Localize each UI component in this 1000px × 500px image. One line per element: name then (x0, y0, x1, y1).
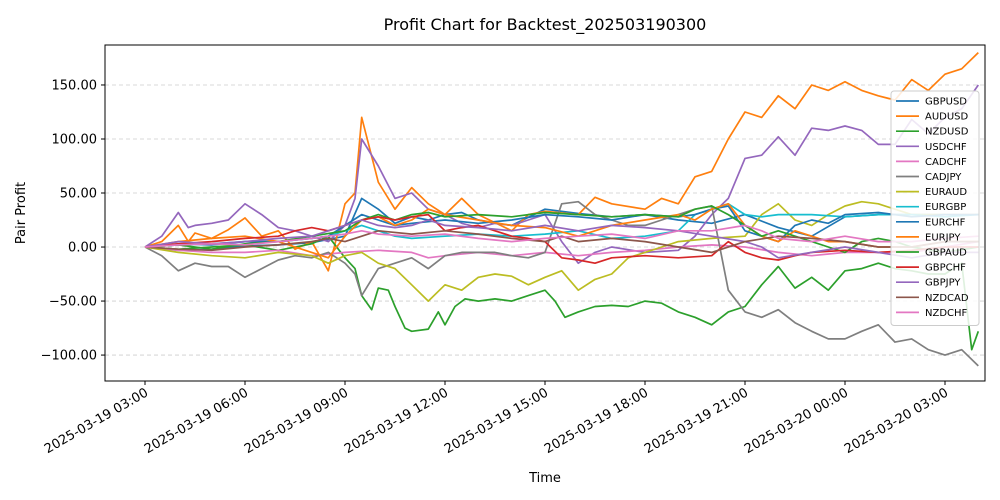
legend-label: EURGBP (925, 202, 966, 213)
legend-label: CADCHF (925, 157, 967, 168)
y-tick-label: 100.00 (52, 132, 98, 147)
legend-label: NZDUSD (925, 127, 969, 138)
y-tick-label: −100.00 (41, 349, 97, 364)
y-tick-label: −50.00 (49, 295, 97, 310)
legend-label: GBPJPY (925, 278, 961, 289)
x-tick-label: 2025-03-19 06:00 (142, 385, 251, 457)
legend-label: EURCHF (925, 217, 966, 228)
y-tick-label: 150.00 (52, 78, 98, 93)
legend-label: EURAUD (925, 187, 967, 198)
y-tick-label: 50.00 (60, 187, 97, 202)
series-lines (144, 51, 980, 367)
x-tick-label: 2025-03-19 12:00 (342, 385, 451, 457)
y-axis-ticks: −100.00 −50.00 0.00 50.00 100.00 150.00 (41, 78, 105, 364)
y-axis-label: Pair Profit (14, 182, 29, 244)
x-tick-label: 2025-03-19 21:00 (642, 385, 751, 457)
legend-label: GBPCHF (925, 263, 966, 274)
series-line-gbpjpy (144, 219, 979, 259)
x-tick-label: 2025-03-19 18:00 (542, 385, 651, 457)
legend-label: EURJPY (925, 232, 961, 243)
x-axis-label: Time (528, 471, 561, 486)
grid-lines (105, 84, 985, 356)
series-line-gbpchf (144, 213, 979, 265)
legend-label: AUDUSD (925, 112, 969, 123)
legend-label: CADJPY (925, 172, 962, 183)
series-line-usdchf (144, 84, 979, 265)
x-tick-label: 2025-03-19 09:00 (242, 385, 351, 457)
legend-label: NZDCHF (925, 308, 968, 319)
series-line-cadjpy (144, 200, 979, 367)
chart-title: Profit Chart for Backtest_202503190300 (384, 15, 707, 35)
legend: GBPUSD AUDUSD NZDUSD USDCHF CADCHF CADJPY EURA… (890, 90, 980, 326)
series-line-nzdchf (144, 224, 979, 248)
legend-label: NZDCAD (925, 293, 969, 304)
x-tick-label: 2025-03-19 15:00 (442, 385, 551, 457)
x-tick-label: 2025-03-20 00:00 (742, 385, 851, 457)
legend-label: USDCHF (925, 142, 967, 153)
x-tick-label: 2025-03-19 03:00 (42, 385, 151, 457)
y-tick-label: 0.00 (68, 241, 97, 256)
series-line-euraud (144, 200, 979, 302)
x-tick-label: 2025-03-20 03:00 (842, 385, 951, 457)
legend-label: GBPAUD (925, 248, 967, 259)
legend-label: GBPUSD (925, 97, 967, 108)
